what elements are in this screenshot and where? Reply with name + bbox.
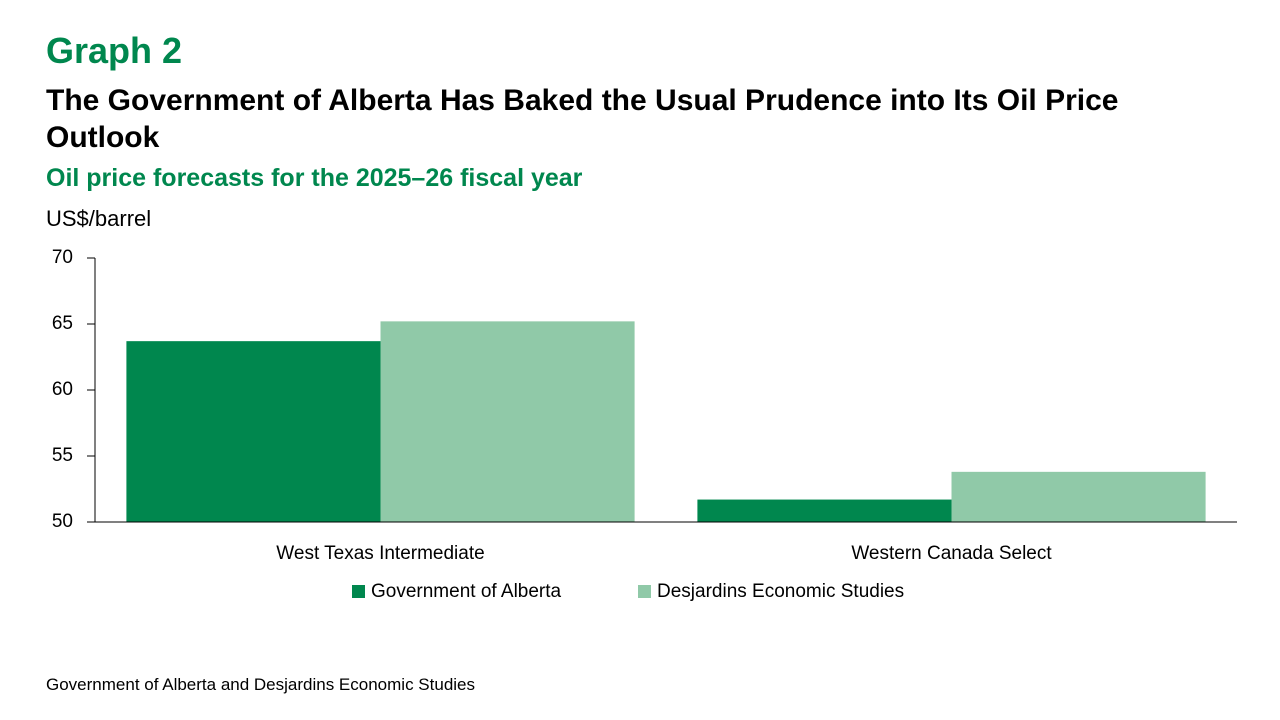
- bar: [697, 499, 952, 522]
- chart-title: The Government of Alberta Has Baked the …: [46, 84, 1119, 154]
- source: Government of Alberta and Desjardins Eco…: [46, 675, 476, 694]
- y-tick-label: 65: [52, 313, 73, 334]
- y-tick-label: 70: [52, 247, 73, 268]
- legend-label: Government of Alberta: [371, 581, 562, 602]
- bar: [380, 321, 635, 522]
- x-tick-label: West Texas Intermediate: [276, 543, 484, 564]
- bar: [951, 471, 1206, 522]
- y-tick-label: 50: [52, 511, 73, 532]
- legend-label: Desjardins Economic Studies: [657, 581, 904, 602]
- y-axis-label: US$/barrel: [46, 206, 151, 231]
- bar: [126, 341, 381, 522]
- y-tick-label: 55: [52, 445, 73, 466]
- legend-swatch: [638, 585, 651, 598]
- graph-label: Graph 2: [46, 30, 183, 71]
- chart-subtitle: Oil price forecasts for the 2025–26 fisc…: [46, 164, 583, 192]
- legend-swatch: [352, 585, 365, 598]
- x-tick-label: Western Canada Select: [851, 543, 1052, 564]
- chart: US$/barrel 50 55 60 65 70 West Texas Intermed…: [46, 206, 1237, 602]
- y-tick-label: 60: [52, 379, 73, 400]
